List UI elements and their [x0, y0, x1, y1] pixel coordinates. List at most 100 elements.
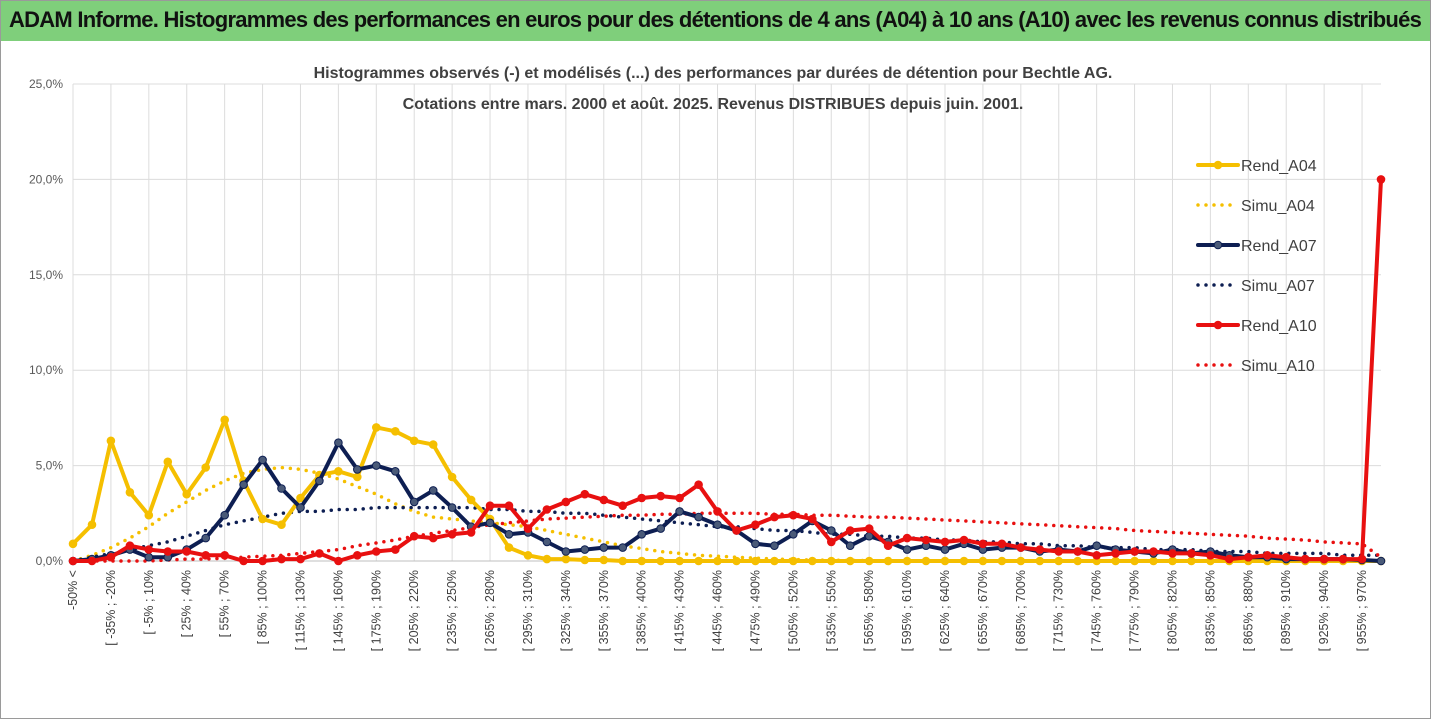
x-tick-label: [ 235% ; 250%	[445, 570, 459, 651]
data-point	[940, 556, 950, 566]
chart-subtitle: Cotations entre mars. 2000 et août. 2025…	[403, 96, 1024, 113]
data-point	[656, 556, 666, 566]
x-tick-label: [ 775% ; 790%	[1128, 570, 1142, 651]
data-point	[978, 539, 988, 549]
data-point	[353, 472, 362, 482]
data-point	[239, 556, 248, 566]
legend-marker	[1213, 160, 1223, 170]
data-point	[599, 555, 609, 565]
data-point	[580, 545, 590, 554]
x-tick-label: [ 805% ; 820%	[1165, 570, 1179, 651]
data-point	[201, 533, 210, 543]
legend: Rend_A04 Simu_A04 Rend_A07 Simu_A07 Rend_A10…	[1196, 158, 1317, 375]
x-tick-label: [ 295% ; 310%	[521, 570, 535, 651]
x-tick-label: [ 505% ; 520%	[786, 570, 800, 651]
x-tick-label: [ 865% ; 880%	[1241, 570, 1255, 651]
x-axis: -50% < [ -35% ; -20% [ -5% ; 10% [ 25% ; 40…	[66, 570, 1369, 651]
data-point	[713, 556, 722, 566]
header-banner: ADAM Informe. Histogrammes des performan…	[1, 1, 1430, 41]
data-point	[1035, 545, 1045, 554]
data-point	[618, 501, 628, 511]
legend-marker	[1213, 320, 1223, 330]
data-point	[106, 552, 116, 562]
data-point	[447, 472, 457, 482]
series-line-simu-a04	[71, 465, 1383, 563]
data-point	[789, 556, 798, 566]
x-tick-label: [ 685% ; 700%	[1014, 570, 1028, 651]
data-point	[201, 551, 210, 560]
legend-item-simu-a10: Simu_A10	[1196, 358, 1315, 375]
x-tick-label: [ 355% ; 370%	[597, 570, 611, 651]
data-point	[372, 547, 381, 556]
data-point	[1111, 556, 1120, 566]
data-point	[372, 461, 381, 470]
data-point	[694, 512, 703, 522]
legend-item-rend-a04: Rend_A04	[1196, 158, 1317, 175]
data-point	[656, 491, 666, 501]
x-tick-label: [ 85% ; 100%	[256, 570, 270, 644]
line-chart: 0,0% 5,0% 10,0% 15,0% 20,0% 25,0% -50% < [ -35…	[29, 65, 1386, 651]
series-line-rend-a07	[71, 440, 1383, 563]
x-tick-label: [ 625% ; 640%	[938, 570, 952, 651]
data-point	[391, 467, 400, 476]
x-tick-label: [ 955% ; 970%	[1355, 570, 1369, 651]
data-point	[902, 556, 912, 566]
data-point	[864, 524, 874, 533]
data-point	[827, 526, 836, 535]
data-point	[751, 520, 760, 530]
x-tick-label: [ -35% ; -20%	[104, 570, 118, 646]
data-point	[220, 510, 229, 520]
data-point	[163, 457, 173, 467]
data-point	[125, 541, 135, 551]
x-tick-label: [ 265% ; 280%	[483, 570, 497, 651]
data-point	[675, 507, 684, 516]
data-point	[182, 547, 191, 556]
data-point	[1300, 554, 1310, 564]
series-line-rend-a10	[71, 177, 1383, 563]
data-point	[334, 556, 343, 566]
data-point	[466, 528, 476, 537]
data-point	[447, 503, 457, 512]
data-point	[997, 556, 1007, 566]
data-point	[277, 484, 286, 493]
data-point	[978, 556, 988, 566]
y-tick-label: 20,0%	[29, 172, 63, 186]
data-point	[542, 537, 552, 547]
data-point	[694, 556, 703, 566]
data-point	[675, 556, 684, 566]
data-point	[409, 531, 419, 541]
legend-item-simu-a07: Simu_A07	[1196, 278, 1315, 295]
data-point	[353, 465, 362, 474]
data-point	[845, 556, 855, 566]
data-point	[637, 493, 647, 503]
data-point	[959, 535, 969, 545]
data-point	[68, 539, 78, 549]
legend-item-rend-a10: Rend_A10	[1196, 318, 1317, 335]
legend-label: Rend_A07	[1241, 238, 1317, 255]
x-tick-label: [ 895% ; 910%	[1279, 570, 1293, 651]
data-point	[618, 543, 628, 552]
data-point	[1376, 175, 1386, 184]
data-point	[713, 520, 722, 530]
data-point	[1073, 556, 1082, 566]
data-point	[466, 495, 476, 505]
data-point	[1187, 549, 1196, 558]
legend-item-rend-a07: Rend_A07	[1196, 238, 1317, 255]
x-tick-label: [ 835% ; 850%	[1203, 570, 1217, 651]
x-tick-label: -50% <	[66, 570, 80, 610]
data-point	[372, 423, 381, 432]
data-point	[902, 545, 912, 554]
data-point	[902, 533, 912, 543]
data-point	[561, 497, 571, 507]
legend-label: Rend_A04	[1241, 158, 1317, 175]
data-point	[239, 480, 248, 490]
data-point	[428, 486, 438, 495]
x-tick-label: [ 385% ; 400%	[635, 570, 649, 651]
data-point	[258, 455, 267, 465]
y-tick-label: 10,0%	[29, 363, 63, 377]
x-tick-label: [ 535% ; 550%	[824, 570, 838, 651]
data-point	[959, 556, 969, 566]
data-point	[940, 545, 950, 554]
data-point	[201, 463, 210, 472]
data-point	[637, 556, 647, 566]
